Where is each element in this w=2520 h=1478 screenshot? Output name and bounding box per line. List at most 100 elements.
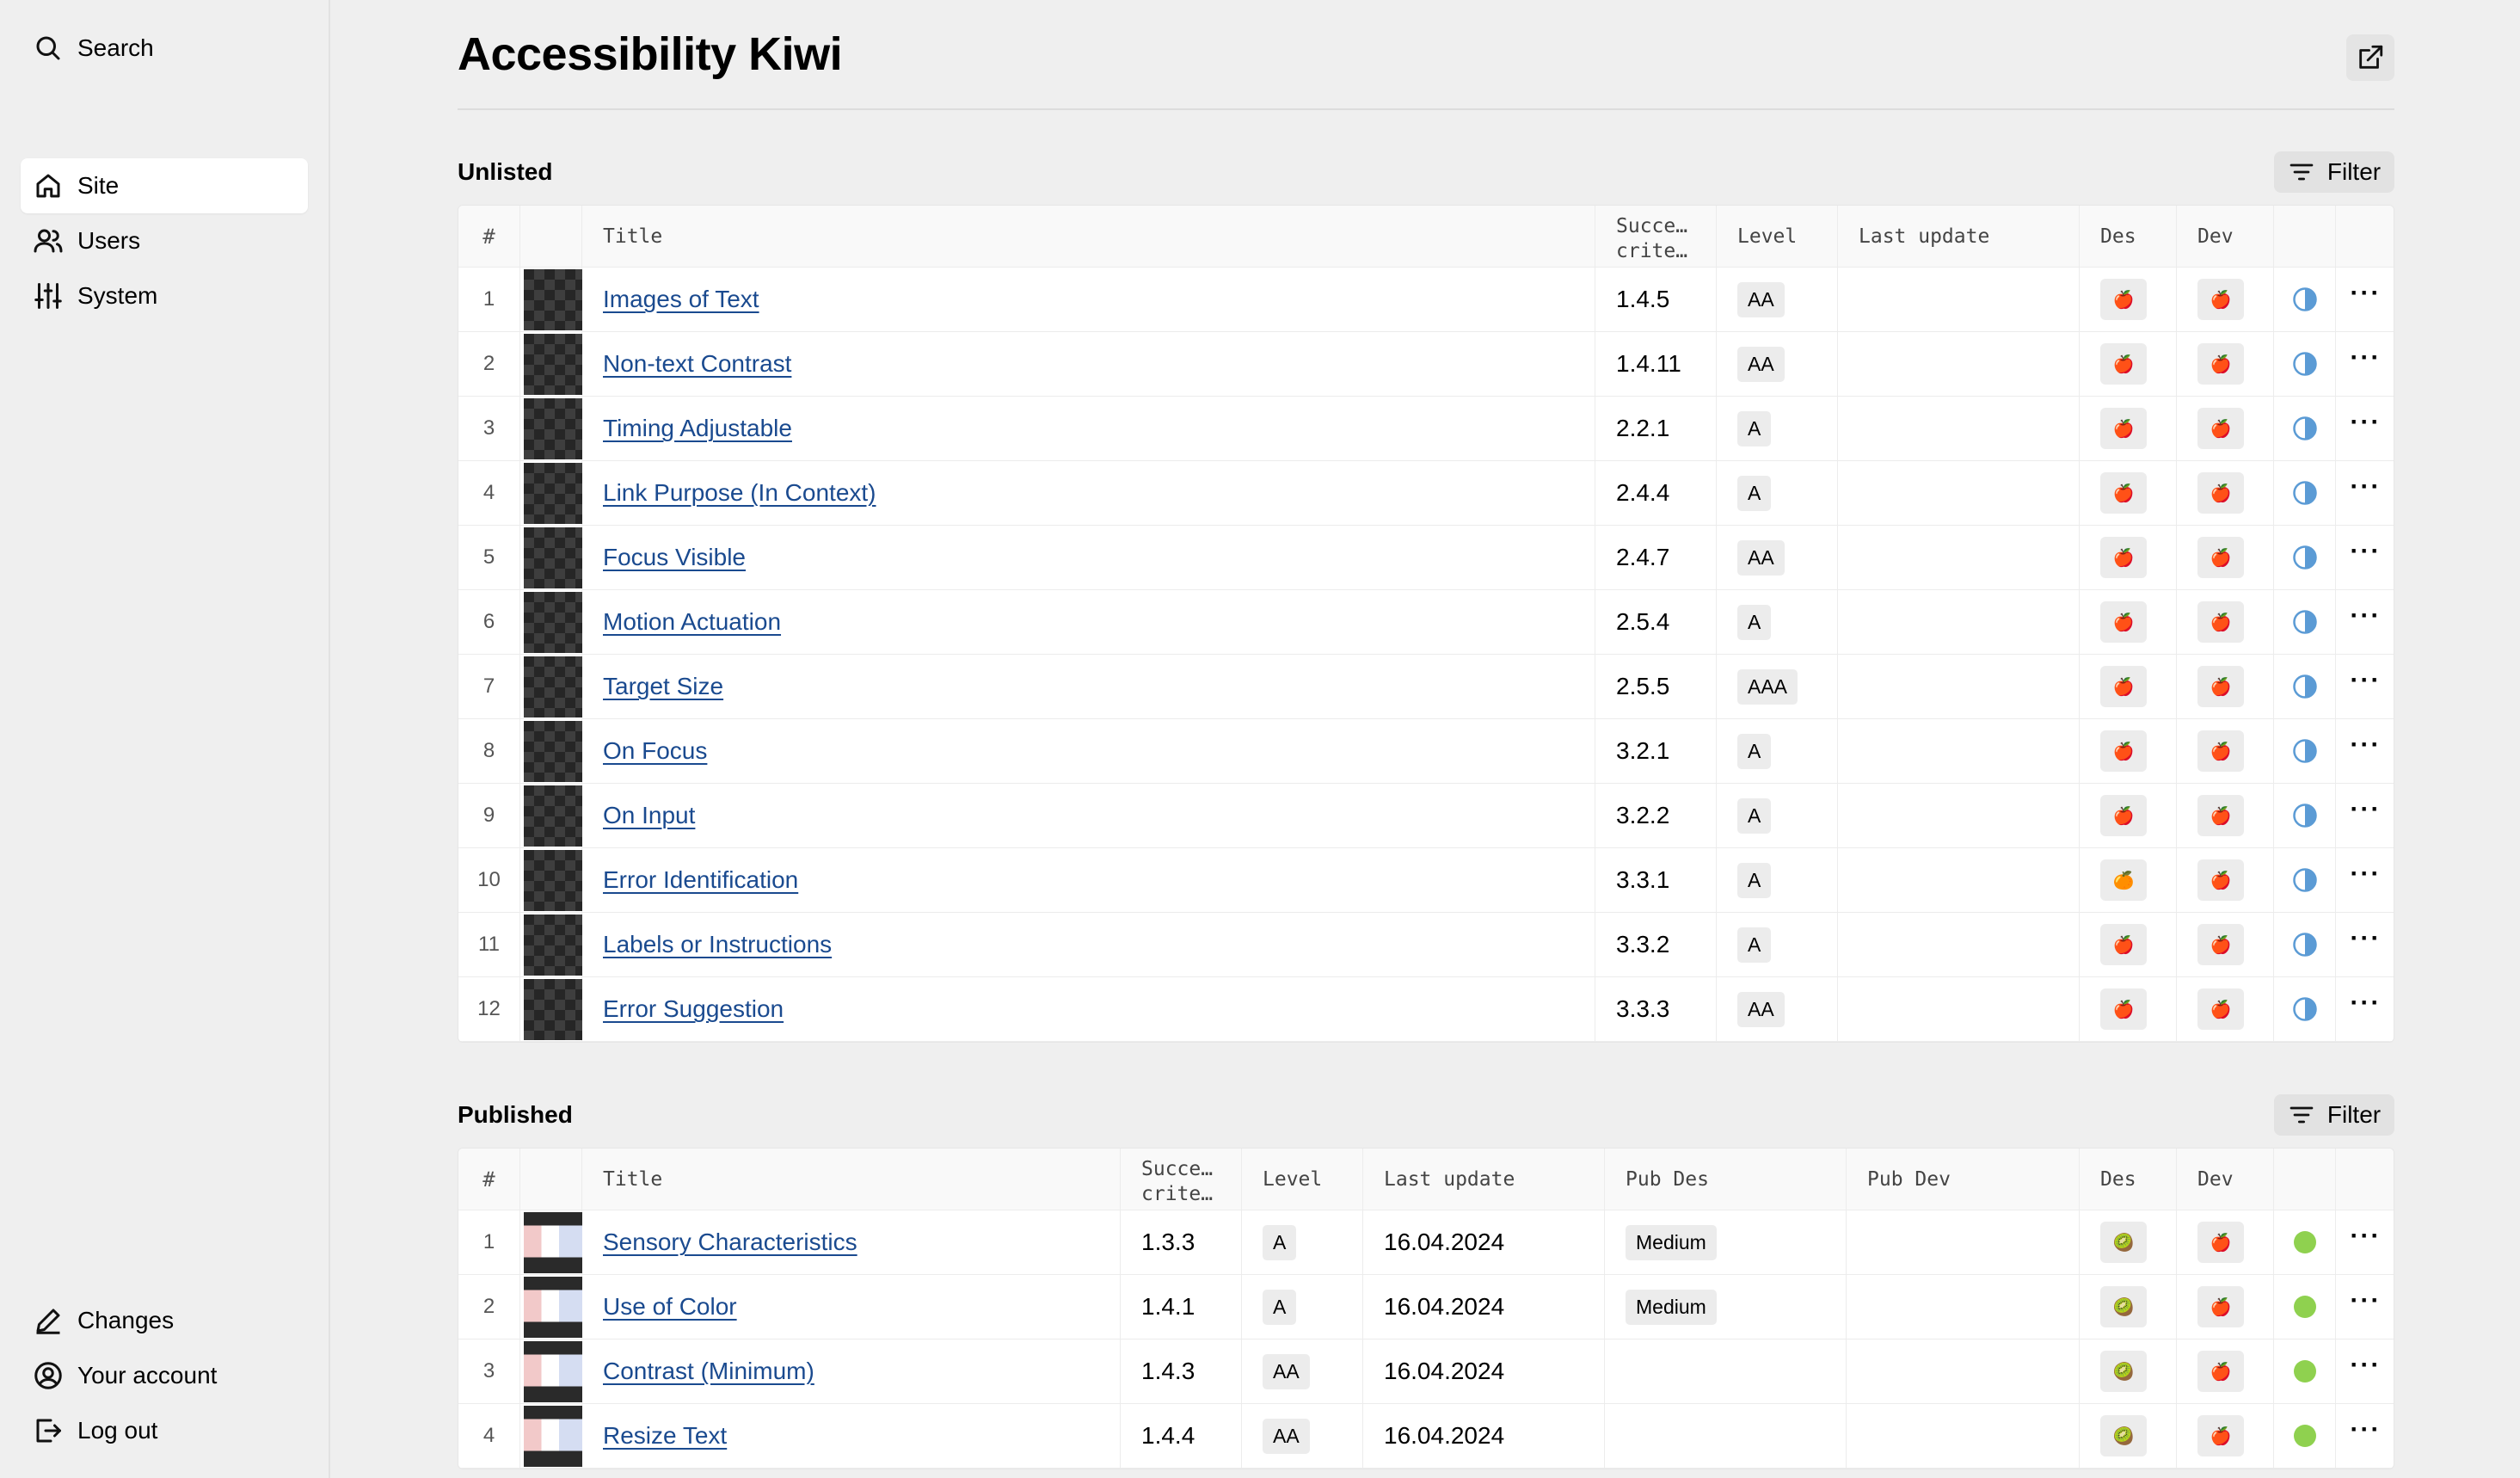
status-cell <box>2274 1404 2336 1468</box>
des-status-badge: 🍎 <box>2100 537 2147 578</box>
more-actions-button[interactable]: ··· <box>2336 1210 2394 1274</box>
col-pub-dev[interactable]: Pub Dev <box>1847 1149 2080 1210</box>
col-pub-des[interactable]: Pub Des <box>1605 1149 1847 1210</box>
table-row[interactable]: 1 Images of Text 1.4.5 AA 🍎 🍎 ··· <box>458 268 2394 332</box>
row-title-link[interactable]: Focus Visible <box>603 544 747 570</box>
level-badge: A <box>1737 475 1772 511</box>
row-title-link[interactable]: Contrast (Minimum) <box>603 1358 814 1384</box>
criteria-cell: 2.2.1 <box>1595 397 1717 460</box>
more-actions-button[interactable]: ··· <box>2336 848 2394 912</box>
col-criteria[interactable]: Succe… crite… <box>1121 1149 1242 1210</box>
row-title-link[interactable]: Sensory Characteristics <box>603 1229 857 1255</box>
level-badge: A <box>1263 1289 1297 1325</box>
col-title[interactable]: Title <box>582 1149 1121 1210</box>
level-badge: AA <box>1737 539 1785 576</box>
row-title-link[interactable]: Use of Color <box>603 1293 737 1320</box>
col-last-update[interactable]: Last update <box>1363 1149 1605 1210</box>
table-row[interactable]: 5 Focus Visible 2.4.7 AA 🍎 🍎 ··· <box>458 526 2394 590</box>
search-button[interactable]: Search <box>21 21 308 76</box>
title-cell: Use of Color <box>582 1275 1121 1339</box>
row-title-link[interactable]: Error Suggestion <box>603 995 784 1022</box>
col-dev[interactable]: Dev <box>2177 206 2274 267</box>
col-dev[interactable]: Dev <box>2177 1149 2274 1210</box>
col-criteria[interactable]: Succe… crite… <box>1595 206 1717 267</box>
level-cell: A <box>1717 784 1838 847</box>
sidebar-item-users[interactable]: Users <box>21 213 308 268</box>
more-actions-button[interactable]: ··· <box>2336 461 2394 525</box>
row-title-link[interactable]: Link Purpose (In Context) <box>603 479 876 506</box>
more-actions-button[interactable]: ··· <box>2336 784 2394 847</box>
table-row[interactable]: 6 Motion Actuation 2.5.4 A 🍎 🍎 ··· <box>458 590 2394 655</box>
more-actions-button[interactable]: ··· <box>2336 1404 2394 1468</box>
table-row[interactable]: 1 Sensory Characteristics 1.3.3 A 16.04.2024… <box>458 1210 2394 1275</box>
table-row[interactable]: 7 Target Size 2.5.5 AAA 🍎 🍎 ··· <box>458 655 2394 719</box>
table-row[interactable]: 10 Error Identification 3.3.1 A 🍊 🍎 ··· <box>458 848 2394 913</box>
more-dots-icon: ··· <box>2350 343 2382 372</box>
sidebar-item-account[interactable]: Your account <box>21 1348 308 1403</box>
row-title-link[interactable]: On Focus <box>603 737 708 764</box>
more-actions-button[interactable]: ··· <box>2336 719 2394 783</box>
more-actions-button[interactable]: ··· <box>2336 1275 2394 1339</box>
table-row[interactable]: 2 Non-text Contrast 1.4.11 AA 🍎 🍎 ··· <box>458 332 2394 397</box>
col-des[interactable]: Des <box>2080 1149 2177 1210</box>
sidebar-item-changes[interactable]: Changes <box>21 1293 308 1348</box>
col-title[interactable]: Title <box>582 206 1595 267</box>
more-actions-button[interactable]: ··· <box>2336 913 2394 976</box>
table-row[interactable]: 12 Error Suggestion 3.3.3 AA 🍎 🍎 ··· <box>458 977 2394 1042</box>
dev-status-emoji: 🍎 <box>2210 419 2232 439</box>
des-status-badge: 🍎 <box>2100 666 2147 707</box>
row-title-link[interactable]: Labels or Instructions <box>603 931 833 958</box>
row-title-link[interactable]: Resize Text <box>603 1422 728 1449</box>
published-filter-button[interactable]: Filter <box>2274 1094 2394 1136</box>
level-cell: AA <box>1717 526 1838 589</box>
sidebar-item-label: Log out <box>77 1417 158 1444</box>
des-status-emoji: 🍎 <box>2112 548 2135 568</box>
more-dots-icon: ··· <box>2350 666 2382 694</box>
row-thumbnail <box>520 913 582 976</box>
table-row[interactable]: 2 Use of Color 1.4.1 A 16.04.2024 Medium 🥝 🍎 ··· <box>458 1275 2394 1339</box>
table-row[interactable]: 3 Timing Adjustable 2.2.1 A 🍎 🍎 ··· <box>458 397 2394 461</box>
sidebar-item-logout[interactable]: Log out <box>21 1403 308 1458</box>
more-actions-button[interactable]: ··· <box>2336 655 2394 718</box>
title-cell: Contrast (Minimum) <box>582 1339 1121 1403</box>
row-title-link[interactable]: Timing Adjustable <box>603 415 792 441</box>
criteria-cell: 3.3.3 <box>1595 977 1717 1041</box>
table-row[interactable]: 8 On Focus 3.2.1 A 🍎 🍎 ··· <box>458 719 2394 784</box>
sidebar-item-system[interactable]: System <box>21 268 308 323</box>
table-row[interactable]: 4 Resize Text 1.4.4 AA 16.04.2024 🥝 🍎 ··· <box>458 1404 2394 1469</box>
row-title-link[interactable]: Motion Actuation <box>603 608 782 635</box>
table-row[interactable]: 4 Link Purpose (In Context) 2.4.4 A 🍎 🍎 ··· <box>458 461 2394 526</box>
last-update-cell <box>1838 268 2080 331</box>
col-level[interactable]: Level <box>1717 206 1838 267</box>
dev-cell: 🍎 <box>2177 332 2274 396</box>
col-des[interactable]: Des <box>2080 206 2177 267</box>
title-cell: Error Suggestion <box>582 977 1595 1041</box>
row-title-link[interactable]: Images of Text <box>603 286 759 312</box>
des-status-emoji: 🍎 <box>2112 613 2135 632</box>
criteria-cell: 3.3.1 <box>1595 848 1717 912</box>
row-title-link[interactable]: On Input <box>603 802 696 828</box>
row-title-link[interactable]: Target Size <box>603 673 724 699</box>
row-title-link[interactable]: Error Identification <box>603 866 799 893</box>
des-status-badge: 🍎 <box>2100 795 2147 836</box>
table-row[interactable]: 3 Contrast (Minimum) 1.4.3 AA 16.04.2024 🥝 🍎 ··… <box>458 1339 2394 1404</box>
col-last-update[interactable]: Last update <box>1838 206 2080 267</box>
sidebar-item-label: Changes <box>77 1307 175 1333</box>
more-actions-button[interactable]: ··· <box>2336 1339 2394 1403</box>
more-actions-button[interactable]: ··· <box>2336 526 2394 589</box>
unlisted-filter-button[interactable]: Filter <box>2274 151 2394 193</box>
more-actions-button[interactable]: ··· <box>2336 268 2394 331</box>
col-level[interactable]: Level <box>1242 1149 1363 1210</box>
more-actions-button[interactable]: ··· <box>2336 590 2394 654</box>
table-row[interactable]: 9 On Input 3.2.2 A 🍎 🍎 ··· <box>458 784 2394 848</box>
more-actions-button[interactable]: ··· <box>2336 397 2394 460</box>
more-dots-icon: ··· <box>2350 988 2382 1017</box>
more-actions-button[interactable]: ··· <box>2336 332 2394 396</box>
dev-status-emoji: 🍎 <box>2210 806 2232 826</box>
table-row[interactable]: 11 Labels or Instructions 3.3.2 A 🍎 🍎 ··· <box>458 913 2394 977</box>
open-site-button[interactable] <box>2346 34 2394 81</box>
sidebar-item-site[interactable]: Site <box>21 158 308 213</box>
more-actions-button[interactable]: ··· <box>2336 977 2394 1041</box>
level-badge: A <box>1737 862 1772 898</box>
row-title-link[interactable]: Non-text Contrast <box>603 350 792 377</box>
